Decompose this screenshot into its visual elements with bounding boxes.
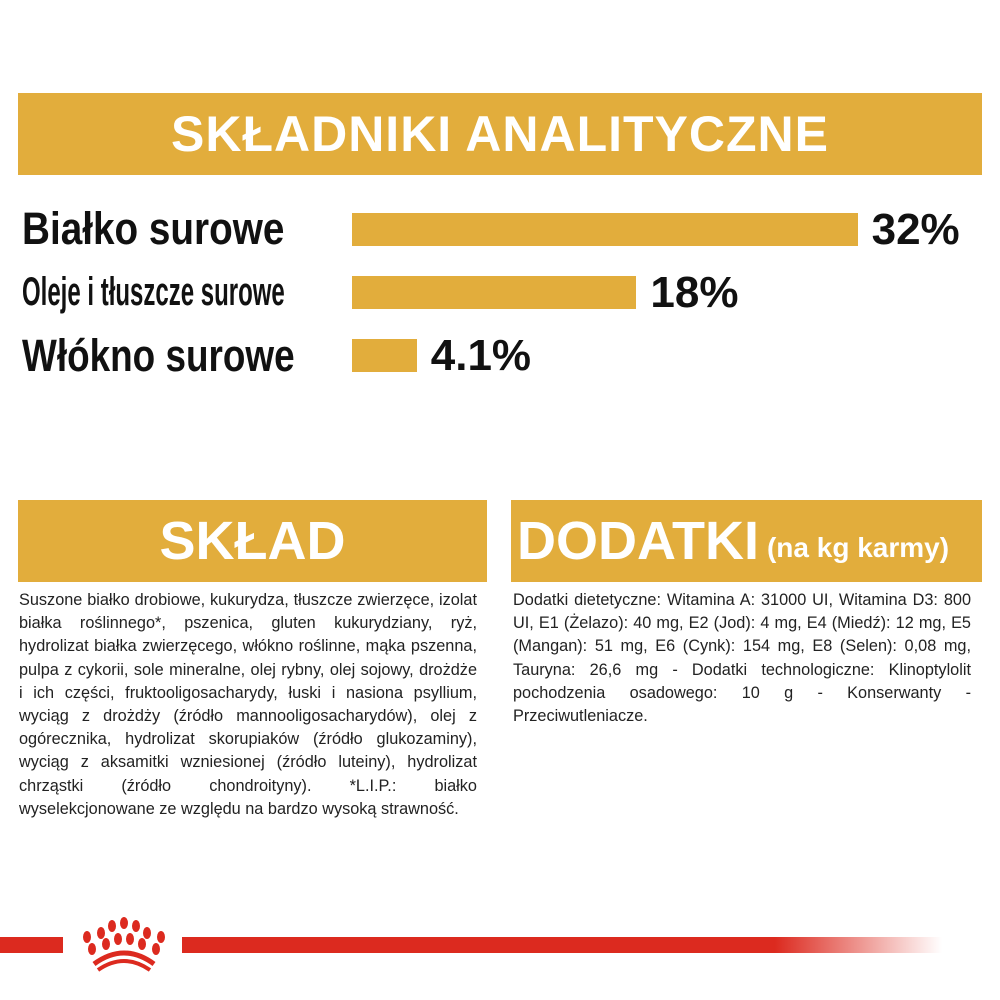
analytical-header: SKŁADNIKI ANALITYCZNE <box>18 93 982 175</box>
dodatki-header: DODATKI (na kg karmy) <box>511 500 982 582</box>
sklad-title: SKŁAD <box>159 511 346 571</box>
analytical-title: SKŁADNIKI ANALITYCZNE <box>170 106 829 162</box>
value-label: 18% <box>650 268 739 317</box>
dodatki-text: Dodatki dietetyczne: Witamina A: 31000 U… <box>513 591 971 726</box>
category-label: Włókno surowe <box>22 330 295 381</box>
bar-oleje <box>352 276 637 309</box>
bar-bialko <box>352 213 858 246</box>
royal-canin-crown-logo <box>83 917 165 972</box>
category-label: Oleje i tłuszcze surowe <box>22 270 285 314</box>
footer-red-line-left <box>0 937 63 953</box>
value-label: 32% <box>871 205 960 254</box>
footer-red-line-right <box>182 937 942 953</box>
dodatki-title: DODATKI <box>517 511 759 571</box>
dodatki-subtitle: (na kg karmy) <box>766 532 950 563</box>
sklad-text: Suszone białko drobiowe, kukurydza, tłus… <box>19 591 477 818</box>
category-label: Białko surowe <box>22 203 285 254</box>
sklad-header: SKŁAD <box>18 500 487 582</box>
value-label: 4.1% <box>430 331 532 380</box>
bar-wlokno <box>352 339 417 372</box>
